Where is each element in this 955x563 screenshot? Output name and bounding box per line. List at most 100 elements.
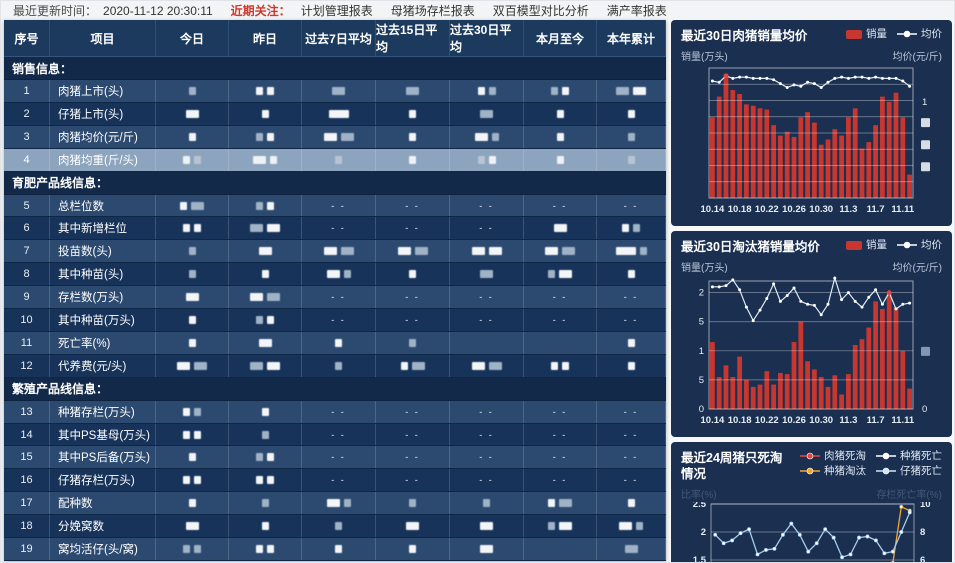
table-row-16[interactable]: 16 仔猪存栏(万头) - - - - - - - - - - bbox=[4, 469, 666, 493]
no-data-dash: - - bbox=[405, 223, 420, 234]
svg-text:11.3: 11.3 bbox=[839, 415, 857, 426]
data-cell bbox=[376, 102, 450, 125]
column-header: 过去30日平均 bbox=[450, 20, 524, 56]
redacted-value-block bbox=[183, 407, 190, 416]
row-label: 其中新增栏位 bbox=[50, 217, 156, 240]
data-cell bbox=[597, 125, 666, 148]
legend-item-销量[interactable]: 销量 bbox=[846, 28, 887, 40]
row-number: 19 bbox=[4, 538, 50, 560]
nav-link-3[interactable]: 满产率报表 bbox=[606, 4, 667, 18]
no-data-dash: - - bbox=[405, 314, 420, 325]
redacted-value-block bbox=[409, 544, 416, 553]
table-row-5[interactable]: 5 总栏位数 - - - - - - - - - - bbox=[4, 194, 666, 218]
row-number: 2 bbox=[4, 102, 50, 125]
table-row-9[interactable]: 9 存栏数(万头) - - - - - - - - - - bbox=[4, 286, 666, 310]
table-row-7[interactable]: 7 投苗数(头) bbox=[4, 240, 666, 264]
no-data-dash: - - bbox=[405, 475, 420, 486]
redacted-value-block bbox=[180, 201, 187, 210]
redacted-value-block bbox=[397, 247, 411, 256]
table-row-4[interactable]: 4 肉猪均重(斤/头) bbox=[4, 148, 666, 172]
redacted-value-block bbox=[335, 544, 342, 553]
redacted-value-block bbox=[343, 499, 351, 508]
table-row-18[interactable]: 18 分娩窝数 bbox=[4, 515, 666, 539]
redacted-value-block bbox=[256, 476, 263, 485]
redacted-value-block bbox=[471, 361, 485, 370]
legend-item-仔猪死亡[interactable]: 仔猪死亡 bbox=[876, 465, 942, 477]
redacted-value-block bbox=[551, 361, 558, 370]
recent-focus-label: 近期关注： bbox=[230, 4, 291, 18]
data-cell bbox=[450, 492, 524, 515]
legend-item-肉猪死淘[interactable]: 肉猪死淘 bbox=[800, 450, 866, 462]
table-row-10[interactable]: 10 其中种苗(万头) - - - - - - - - - - bbox=[4, 309, 666, 332]
redacted-value-block bbox=[627, 499, 635, 508]
table-row-15[interactable]: 15 其中PS后备(万头) - - - - - - - - - - bbox=[4, 446, 666, 470]
row-number: 7 bbox=[4, 240, 50, 263]
chart-title: 最近30日淘汰猪销量均价 bbox=[681, 240, 820, 254]
table-row-3[interactable]: 3 肉猪均价(元/斤) bbox=[4, 125, 666, 149]
data-cell bbox=[229, 538, 302, 560]
no-data-dash: - - bbox=[552, 452, 568, 463]
data-cell: - - bbox=[376, 469, 450, 492]
redacted-value-block bbox=[335, 155, 342, 164]
redacted-value-block bbox=[256, 453, 263, 462]
table-row-6[interactable]: 6 其中新增栏位 - - - - - - bbox=[4, 217, 666, 241]
no-data-dash: - - bbox=[331, 429, 346, 440]
redacted-value-block bbox=[185, 293, 199, 302]
legend-item-均价[interactable]: 均价 bbox=[897, 28, 942, 40]
redacted-value-block bbox=[188, 270, 196, 279]
redacted-value-block bbox=[267, 315, 274, 324]
legend-item-种猪死亡[interactable]: 种猪死亡 bbox=[876, 450, 942, 462]
redacted-value-block bbox=[250, 361, 263, 370]
data-cell bbox=[302, 263, 376, 286]
nav-link-0[interactable]: 计划管理报表 bbox=[300, 4, 373, 18]
table-row-8[interactable]: 8 其中种苗(头) bbox=[4, 263, 666, 287]
nav-link-1[interactable]: 母猪场存栏报表 bbox=[390, 4, 475, 18]
data-cell: - - bbox=[524, 286, 597, 309]
row-label: 其中种苗(万头) bbox=[50, 309, 156, 331]
axis-titles-row: 比率(%) 存栏死亡率(%) bbox=[681, 486, 942, 501]
no-data-dash: - - bbox=[405, 406, 420, 417]
table-row-2[interactable]: 2 仔猪上市(头) bbox=[4, 102, 666, 126]
table-row-14[interactable]: 14 其中PS基母(万头) - - - - - - - - - - bbox=[4, 423, 666, 447]
data-cell bbox=[376, 515, 450, 538]
no-data-dash: - - bbox=[552, 475, 568, 486]
no-data-dash: - - bbox=[552, 292, 568, 303]
data-cell: - - bbox=[302, 217, 376, 240]
redacted-value-block bbox=[323, 247, 337, 256]
nav-link-2[interactable]: 双百模型对比分析 bbox=[492, 4, 589, 18]
table-row-17[interactable]: 17 配种数 bbox=[4, 492, 666, 516]
row-number: 17 bbox=[4, 492, 50, 515]
column-header: 过去15日平均 bbox=[376, 20, 450, 56]
redacted-value-block bbox=[183, 544, 190, 553]
row-label: 种猪存栏(万头) bbox=[50, 400, 156, 423]
table-row-11[interactable]: 11 死亡率(%) bbox=[4, 331, 666, 355]
data-cell bbox=[597, 492, 666, 515]
table-header-row: 序号 项目 今日 昨日 过去7日平均 过去15日平均 过去30日平均 本月至今 本年累计 bbox=[4, 20, 666, 57]
legend-item-种猪淘汰[interactable]: 种猪淘汰 bbox=[800, 465, 866, 477]
redacted-value-block bbox=[250, 293, 263, 302]
redacted-value-block bbox=[194, 476, 201, 485]
data-cell bbox=[376, 80, 450, 102]
legend-item-销量[interactable]: 销量 bbox=[846, 239, 887, 251]
legend-item-均价[interactable]: 均价 bbox=[897, 239, 942, 251]
table-row-12[interactable]: 12 代养费(元/头) bbox=[4, 354, 666, 378]
table-row-1[interactable]: 1 肉猪上市(头) bbox=[4, 80, 666, 103]
table-row-13[interactable]: 13 种猪存栏(万头) - - - - - - - - - - bbox=[4, 400, 666, 424]
data-cell bbox=[229, 515, 302, 538]
data-cell bbox=[229, 400, 302, 423]
data-cell bbox=[229, 309, 302, 331]
data-cell bbox=[302, 240, 376, 263]
data-cell bbox=[376, 125, 450, 148]
table-body: 销售信息： 1 肉猪上市(头) 2 仔猪上市(头) 3 肉猪均价(元/斤) 4 肉猪均重(斤/头… bbox=[4, 57, 666, 561]
chart-panel-head: 最近24周猪只死淘情况 肉猪死淘 种猪死亡 种猪淘汰 仔猪死亡 bbox=[681, 450, 942, 482]
data-cell bbox=[524, 148, 597, 171]
data-cell bbox=[229, 80, 302, 102]
data-cell bbox=[524, 354, 597, 377]
redacted-value-block bbox=[188, 86, 196, 95]
redacted-value-block bbox=[256, 132, 263, 141]
svg-text:8: 8 bbox=[920, 527, 925, 538]
table-row-19[interactable]: 19 窝均活仔(头/窝) bbox=[4, 538, 666, 561]
row-label: 投苗数(头) bbox=[50, 240, 156, 263]
update-time-label: 最近更新时间： bbox=[13, 4, 98, 18]
data-cell bbox=[597, 538, 666, 560]
